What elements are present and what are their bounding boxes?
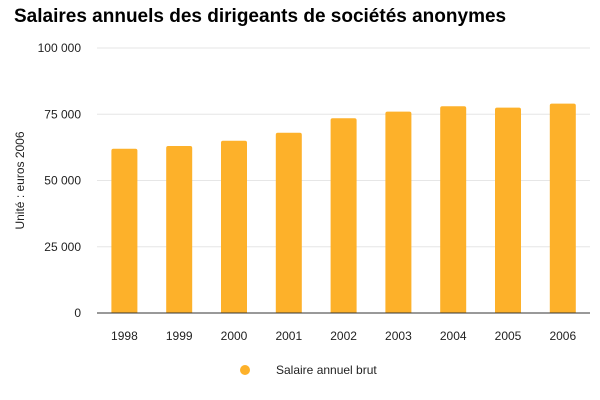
bar-2006 (549, 103, 576, 314)
y-tick-label: 100 000 (38, 41, 82, 55)
bar-1998 (111, 148, 138, 313)
legend-marker-salaire (240, 365, 250, 375)
bar-2004 (440, 106, 467, 313)
y-tick-label: 0 (74, 306, 81, 320)
x-tick-label: 2004 (440, 329, 467, 343)
legend: Salaire annuel brut (240, 363, 377, 377)
x-tick-label: 2003 (385, 329, 412, 343)
y-tick-label: 50 000 (44, 174, 81, 188)
legend-label-salaire: Salaire annuel brut (276, 363, 377, 377)
x-tick-label: 2001 (275, 329, 302, 343)
x-axis-tick-labels: 1998 1999 2000 2001 2002 2003 2004 2005 2006 (111, 329, 576, 343)
x-tick-label: 2005 (495, 329, 522, 343)
y-tick-label: 25 000 (44, 240, 81, 254)
chart-title: Salaires annuels des dirigeants de socié… (14, 6, 507, 27)
x-tick-label: 1999 (166, 329, 193, 343)
x-tick-label: 2000 (221, 329, 248, 343)
bar-2001 (275, 132, 302, 313)
x-tick-label: 2006 (549, 329, 576, 343)
y-axis-label: Unité : euros 2006 (13, 131, 27, 229)
bar-1999 (166, 146, 193, 313)
x-tick-label: 1998 (111, 329, 138, 343)
y-tick-label: 75 000 (44, 107, 81, 121)
bar-2003 (385, 111, 412, 313)
x-tick-label: 2002 (330, 329, 357, 343)
bar-2000 (221, 140, 247, 313)
y-axis-tick-labels: 0 25 000 50 000 75 000 100 000 (38, 41, 82, 320)
bar-2002 (330, 118, 357, 313)
bar-2005 (495, 107, 521, 313)
bars (111, 103, 576, 314)
